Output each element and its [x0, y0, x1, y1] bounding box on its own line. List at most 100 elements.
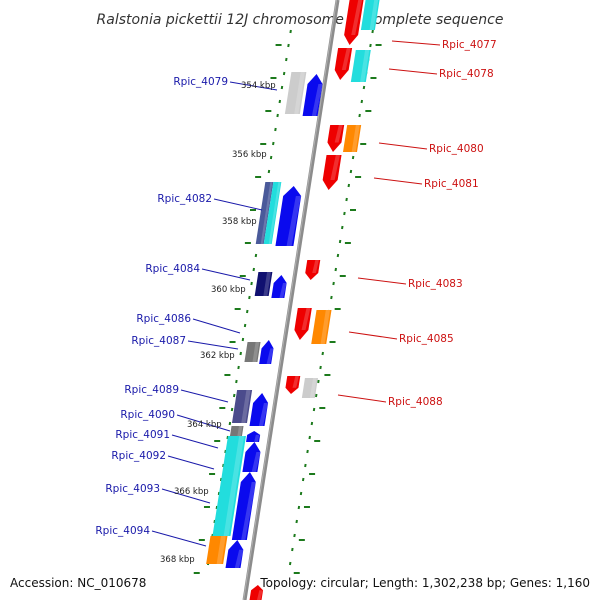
tick-inner: [239, 351, 242, 356]
feature-rpic-4085b-shade: [320, 310, 330, 344]
tick-outer: [349, 169, 353, 174]
backbone-highlight: [243, 0, 338, 600]
gene-label-left: Rpic_4087: [131, 335, 186, 347]
feature-rpic-4093b-shade: [241, 482, 256, 540]
feature-rpic-4090: [229, 426, 244, 436]
gene-features: [206, 0, 380, 600]
tick-inner: [219, 477, 223, 482]
tick-inner: [235, 379, 238, 384]
tick-outer: [345, 197, 348, 202]
gene-label-right: Rpic_4078: [439, 68, 494, 80]
feature-rpic-4083: [305, 260, 321, 280]
feature-rpic-4082c-shade: [286, 196, 301, 246]
tick-outer: [288, 561, 292, 566]
tick-outer: [295, 519, 298, 524]
scale-label: 356 kbp: [232, 150, 267, 160]
tick-inner: [250, 281, 253, 286]
tick-outer: [332, 281, 335, 286]
gene-label-left: Rpic_4094: [95, 525, 150, 537]
feature-rpic-4092-shade: [251, 452, 261, 472]
gene-label-right: Rpic_4085: [399, 333, 454, 345]
gene-label-left: Rpic_4090: [120, 409, 175, 421]
tick-inner: [246, 309, 249, 314]
gene-label-right: Rpic_4083: [408, 278, 463, 290]
feature-rpic-4081-shade: [330, 155, 341, 180]
tick-inner: [254, 253, 258, 258]
feature-rpic-4084b-shade: [279, 283, 287, 298]
tick-outer: [308, 435, 311, 440]
feature-rpic-4082b-shade: [268, 182, 281, 244]
tick-outer: [369, 43, 372, 48]
tick-outer: [338, 239, 342, 244]
feature-rpic-4091-shade: [254, 434, 260, 442]
tick-outer: [293, 533, 296, 538]
feature-rpic-4082b: [263, 182, 282, 244]
feature-rpic-4079b-shade: [311, 84, 323, 116]
feature-rpic-4077b-shade: [369, 0, 379, 30]
feature-rpic-4084b: [271, 275, 287, 298]
tick-inner: [252, 267, 255, 272]
tick-inner: [285, 57, 288, 62]
leader-right: [388, 68, 438, 75]
feature-rpic-4078b: [350, 50, 371, 82]
gene-label-left: Rpic_4089: [124, 384, 179, 396]
leader-left: [229, 81, 278, 91]
leader-left: [201, 268, 251, 281]
map-title: Ralstonia pickettii 12J chromosome 2, co…: [97, 12, 504, 28]
feature-rpic-4089a-shade: [241, 390, 251, 423]
feature-rpic-4079a-shade: [294, 72, 305, 114]
feature-rpic-4092: [242, 442, 261, 472]
feature-rpic-4088b-shade: [309, 378, 317, 398]
tick-inner: [243, 323, 247, 328]
gene-label-right: Rpic_4088: [388, 396, 443, 408]
tick-inner: [278, 99, 282, 104]
scale-label: 354 kbp: [241, 81, 276, 91]
tick-inner: [215, 505, 219, 510]
tick-outer: [304, 463, 307, 468]
leader-left: [161, 488, 211, 504]
tick-inner: [222, 463, 225, 468]
tick-outer: [358, 113, 361, 118]
scale-label: 366 kbp: [174, 487, 209, 497]
tick-outer: [330, 295, 333, 300]
tick-inner: [213, 519, 216, 524]
feature-rpic-4078a-shade: [341, 48, 351, 70]
feature-rpic-4088a-shade: [292, 376, 299, 388]
feature-rpic-4080b-shade: [351, 125, 360, 152]
tick-inner: [289, 29, 292, 34]
tick-outer: [306, 449, 309, 454]
feature-rpic-4093a: [212, 436, 246, 536]
feature-rpic-4080a-shade: [334, 125, 343, 143]
tick-inner: [276, 113, 279, 118]
leader-right: [348, 331, 398, 340]
tick-inner: [241, 337, 245, 342]
feature-rpic-4077a-shade: [351, 0, 363, 35]
leader-right: [391, 40, 441, 46]
tick-inner: [217, 491, 221, 496]
leader-right: [373, 177, 423, 185]
leader-left: [180, 389, 229, 403]
chromosome-backbone: [242, 0, 340, 600]
tick-inner: [282, 71, 286, 76]
tick-outer: [317, 379, 320, 384]
tick-inner: [232, 393, 236, 398]
feature-rpic-4087a-shade: [252, 342, 260, 362]
tick-outer: [351, 155, 355, 160]
leader-left: [167, 455, 215, 470]
tick-outer: [347, 183, 351, 188]
feature-rpic-4089b-shade: [258, 403, 269, 426]
tick-inner: [237, 365, 240, 370]
leader-left: [213, 198, 263, 211]
feature-rpic-4094a: [206, 536, 228, 564]
feature-rpic-4081: [322, 155, 342, 190]
feature-rpic-4085a: [294, 308, 312, 340]
leader-right: [357, 277, 407, 285]
feature-rpic-4080a: [327, 125, 345, 152]
topology-text: Topology: circular; Length: 1,302,238 bp…: [259, 576, 590, 590]
tick-outer: [343, 211, 346, 216]
gene-label-left: Rpic_4091: [115, 429, 170, 441]
feature-rpic-4087a: [244, 342, 261, 362]
leader-left: [192, 318, 241, 334]
feature-rpic-4077b: [360, 0, 380, 30]
